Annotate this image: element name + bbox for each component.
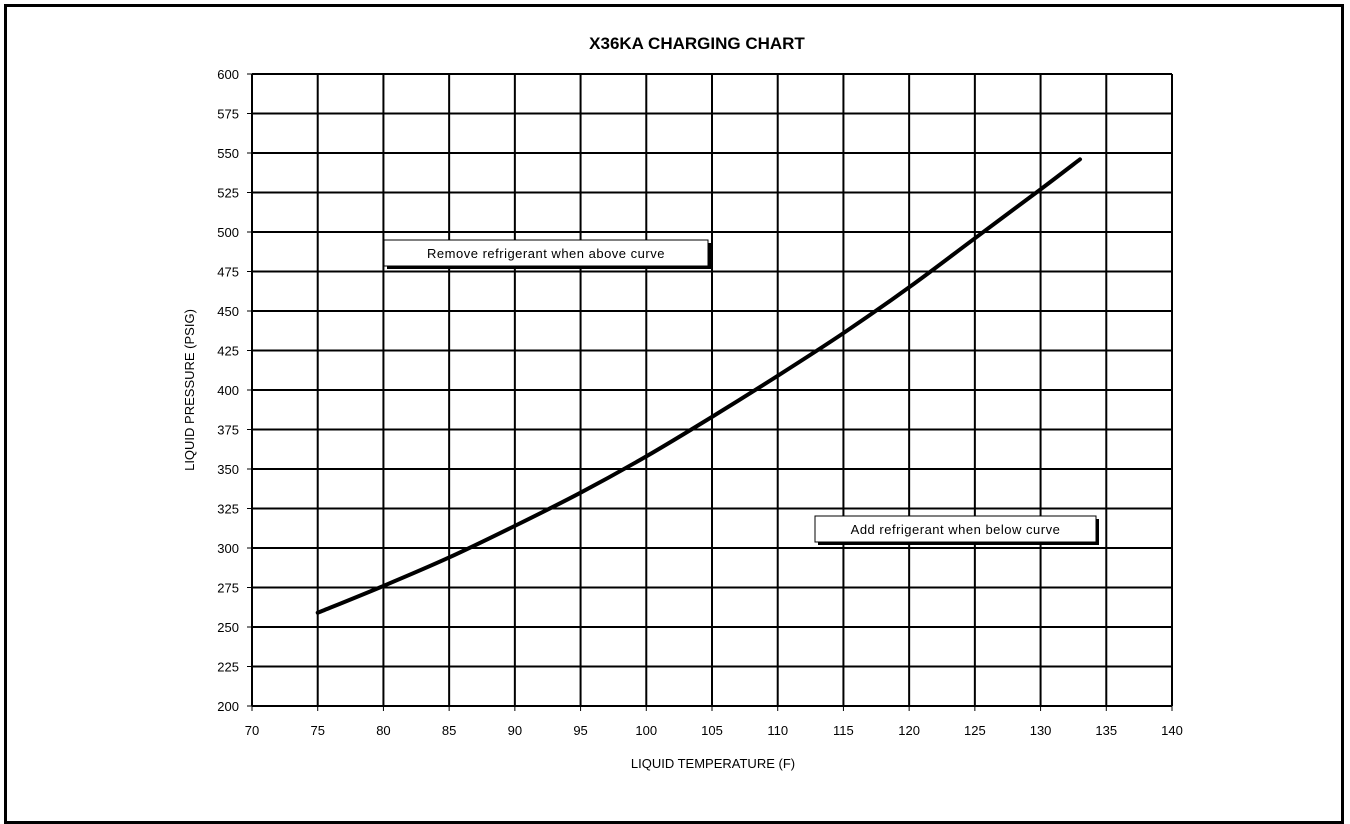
x-tick-label-85: 85 (442, 723, 456, 738)
y-axis-label: LIQUID PRESSURE (PSIG) (182, 309, 197, 471)
x-tick-label-100: 100 (635, 723, 657, 738)
annotation-1: Add refrigerant when below curve (814, 515, 1099, 545)
annotation-box (814, 515, 1097, 543)
y-tick-label-350: 350 (217, 462, 239, 477)
y-tick-labels: 200 225 250 275 300 325 350 375 400 425 450 475 500 5… (217, 67, 239, 714)
x-tick-label-95: 95 (573, 723, 587, 738)
annotations: Remove refrigerant when above curve Add r… (383, 239, 1099, 545)
y-tick-label-250: 250 (217, 620, 239, 635)
x-tick-label-140: 140 (1161, 723, 1183, 738)
y-tick-label-300: 300 (217, 541, 239, 556)
y-tick-label-375: 375 (217, 423, 239, 438)
annotation-0: Remove refrigerant when above curve (383, 239, 711, 269)
x-tick-label-80: 80 (376, 723, 390, 738)
y-tick-label-325: 325 (217, 502, 239, 517)
annotation-text: Remove refrigerant when above curve (427, 246, 665, 261)
x-tick-label-90: 90 (508, 723, 522, 738)
x-tick-label-115: 115 (833, 723, 854, 738)
y-tick-label-475: 475 (217, 265, 239, 280)
x-tick-label-135: 135 (1095, 723, 1117, 738)
x-tick-labels: 70 75 80 85 90 95 100 105 110 115 120 125 130 135 140 (245, 723, 1183, 738)
annotation-box (383, 239, 709, 267)
x-tick-label-110: 110 (767, 723, 788, 738)
y-tick-label-200: 200 (217, 699, 239, 714)
y-tick-label-450: 450 (217, 304, 239, 319)
x-axis-label: LIQUID TEMPERATURE (F) (631, 756, 795, 771)
grid (247, 73, 1173, 711)
x-tick-label-75: 75 (310, 723, 324, 738)
x-tick-label-70: 70 (245, 723, 259, 738)
x-tick-label-130: 130 (1030, 723, 1052, 738)
y-tick-label-575: 575 (217, 107, 239, 122)
y-tick-label-550: 550 (217, 146, 239, 161)
series-line-0 (315, 157, 1082, 615)
x-tick-label-120: 120 (898, 723, 920, 738)
annotation-text: Add refrigerant when below curve (851, 522, 1061, 537)
series-group (315, 157, 1082, 615)
y-tick-label-425: 425 (217, 344, 239, 359)
y-tick-label-600: 600 (217, 67, 239, 82)
y-tick-label-525: 525 (217, 186, 239, 201)
x-tick-label-125: 125 (964, 723, 986, 738)
chart-title: X36KA CHARGING CHART (589, 34, 805, 53)
y-tick-label-400: 400 (217, 383, 239, 398)
x-tick-label-105: 105 (701, 723, 723, 738)
y-tick-label-225: 225 (217, 660, 239, 675)
y-tick-label-500: 500 (217, 225, 239, 240)
y-tick-label-275: 275 (217, 581, 239, 596)
